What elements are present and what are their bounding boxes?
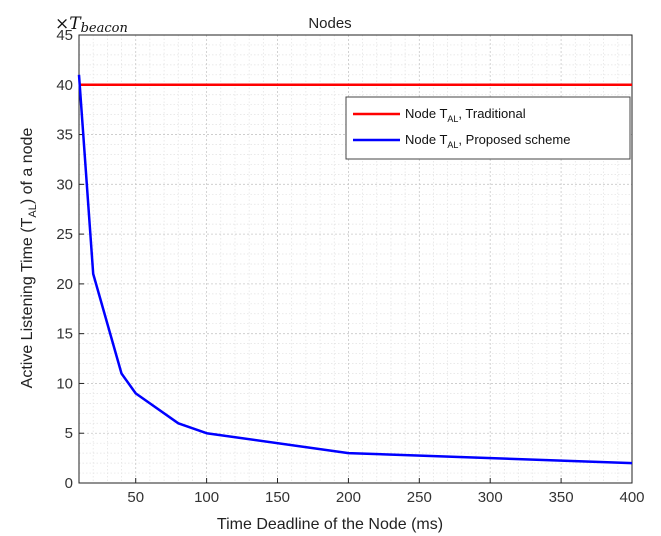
legend-box	[345, 96, 631, 160]
y-tick-label: 40	[56, 77, 73, 94]
y-tick-label: 5	[65, 425, 73, 442]
y-tick-label: 0	[65, 475, 73, 492]
y-tick-label: 25	[56, 226, 73, 243]
x-tick-label: 250	[407, 489, 432, 506]
legend: Node TAL, Traditional Node TAL, Proposed…	[345, 96, 631, 160]
chart-title: Nodes	[308, 15, 351, 32]
series-line-proposed	[77, 74, 633, 465]
x-tick-label: 400	[619, 489, 644, 506]
grid	[79, 34, 633, 484]
x-tick-label: 350	[549, 489, 574, 506]
y-tick-label: 10	[56, 375, 73, 392]
x-tick-label: 100	[194, 489, 219, 506]
axis-ticks: 50 100 150 200 250 300 350 400 0 5 10 15 20 25 30 35 40 4…	[56, 27, 644, 506]
y-tick-label: 15	[56, 326, 73, 343]
y-tick-label: 35	[56, 127, 73, 144]
plot-frame	[78, 34, 633, 484]
y-axis-multiplier: ×Tbeacon	[55, 14, 128, 36]
y-tick-label: 30	[56, 176, 73, 193]
y-tick-label: 45	[56, 27, 73, 44]
x-axis-label: Time Deadline of the Node (ms)	[217, 516, 443, 533]
series-lines	[77, 74, 633, 465]
y-tick-label: 20	[56, 276, 73, 293]
x-tick-label: 50	[127, 489, 144, 506]
legend-label-proposed: Node TAL, Proposed scheme	[405, 132, 570, 150]
x-tick-label: 200	[336, 489, 361, 506]
y-axis-label: Active Listening Time (TAL) of a node	[19, 128, 39, 389]
x-tick-label: 150	[265, 489, 290, 506]
x-tick-label: 300	[478, 489, 503, 506]
legend-label-traditional: Node TAL, Traditional	[405, 106, 526, 124]
